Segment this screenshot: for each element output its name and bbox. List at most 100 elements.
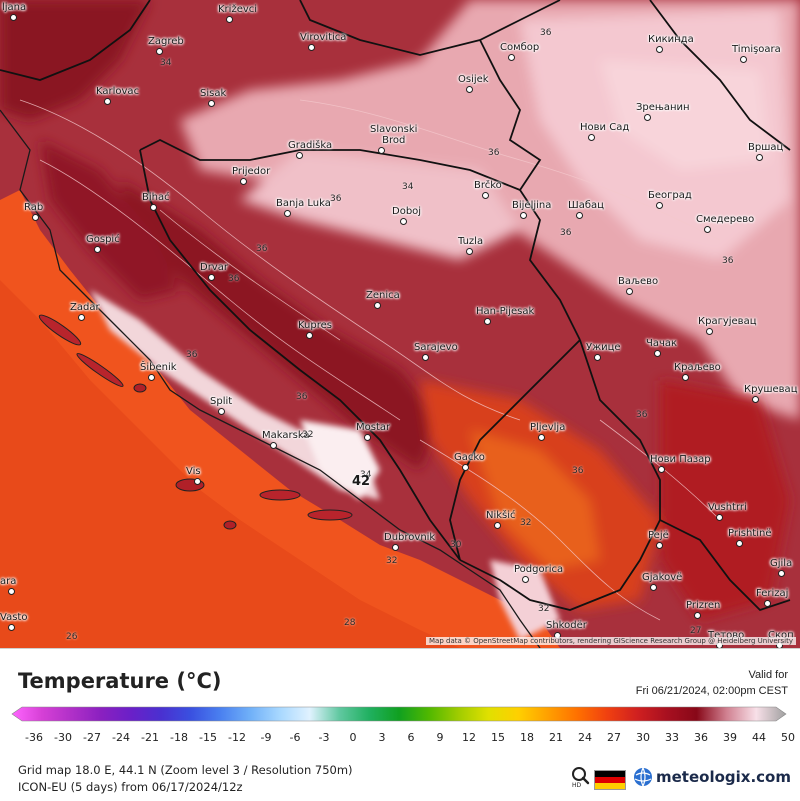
model-info: ICON-EU (5 days) from 06/17/2024/12z [18,780,243,794]
city-label-novi-sad[interactable]: Нови Сад [580,122,630,133]
city-label-kupres[interactable]: Kupres [298,320,332,331]
city-label-sabac[interactable]: Шабац [568,200,604,211]
city-label-zenica[interactable]: Zenica [366,290,400,301]
city-label-prishtine[interactable]: Prishtinë [728,528,772,539]
search-icon: HD [572,767,590,789]
city-marker [644,114,651,121]
city-label-ara[interactable]: ara [0,576,17,587]
city-label-beograd[interactable]: Београд [648,190,692,201]
city-label-niksic[interactable]: Nikšić [486,510,516,521]
city-marker [8,588,15,595]
city-label-sarajevo[interactable]: Sarajevo [414,342,458,353]
city-label-gospic[interactable]: Gospić [86,234,120,245]
scale-tick-label: 50 [781,731,795,744]
city-label-peje[interactable]: Pejë [648,530,669,541]
map-attribution[interactable]: Map data © OpenStreetMap contributors, r… [426,637,796,645]
city-label-vushtrri[interactable]: Vushtrri [708,502,747,513]
city-marker [10,14,17,21]
city-label-rab[interactable]: Rab [24,202,44,213]
city-label-krusevac[interactable]: Крушевац [744,384,798,395]
city-label-bijeljina[interactable]: Bijeljina [512,200,552,211]
city-label-zadar[interactable]: Zadar [70,302,100,313]
islands [38,314,353,530]
scale-tick-label: -15 [199,731,217,744]
city-label-sombor[interactable]: Сомбор [500,42,540,53]
city-label-zagreb[interactable]: Zagreb [148,36,184,47]
city-label-gradiska[interactable]: Gradiška [288,140,333,151]
city-marker [466,248,473,255]
flag-stripe-3 [595,783,625,789]
city-marker [682,374,689,381]
city-label-ferizaj[interactable]: Ferizaj [756,588,789,599]
city-label-vasto[interactable]: Vasto [0,612,28,623]
scale-tick-label: -18 [170,731,188,744]
scale-tick-label: -24 [112,731,130,744]
scale-tick-label: -21 [141,731,159,744]
city-label-karlovac[interactable]: Karlovac [96,86,140,97]
city-label-sibenik[interactable]: Šibenik [140,362,177,373]
isotherm-label: 27 [690,626,702,636]
hd-search-button[interactable]: HD [570,766,592,789]
city-marker [374,302,381,309]
city-label-uzice[interactable]: Ужице [586,342,621,353]
valid-time: Fri 06/21/2024, 02:00pm CEST [635,685,788,697]
city-marker [270,442,277,449]
city-marker [78,314,85,321]
city-label-makarska[interactable]: Makarska [262,430,310,441]
scale-tick-label: 0 [349,731,357,744]
city-label-kraljevo[interactable]: Краљево [674,362,721,373]
city-label-han-pijesak[interactable]: Han-Pijesak [476,306,535,317]
city-label-zrenjanin[interactable]: Зрењанин [636,102,690,113]
city-label-banja-luka[interactable]: Banja Luka [276,198,331,209]
city-label-gjilan[interactable]: Gjila [770,558,793,569]
city-label-smederevo[interactable]: Смедерево [696,214,755,225]
city-label-sisak[interactable]: Sisak [200,88,227,99]
city-label-mostar[interactable]: Mostar [356,422,391,433]
city-label-kikinda[interactable]: Кикинда [648,34,694,45]
city-label-virovitica[interactable]: Virovitica [300,32,347,43]
city-marker [284,210,291,217]
city-label-prizren[interactable]: Prizren [686,600,721,611]
isotherm-label: 30 [450,540,462,550]
city-marker [218,408,225,415]
temperature-map[interactable]: ljana Križevci Zagreb Virovitica Сомбор Кикин… [0,0,800,648]
city-label-shkoder[interactable]: Shkodër [546,620,587,631]
city-label-brcko[interactable]: Brčko [474,180,502,191]
city-label-gjakove[interactable]: Gjakovë [642,572,683,583]
city-marker [752,396,759,403]
coastline [0,109,541,648]
city-label-novi-pazar[interactable]: Нови Пазар [650,454,711,465]
city-label-tetovo[interactable]: Тетово [708,630,745,641]
city-label-slavonski-brod[interactable]: Slavonski Brod [370,124,418,146]
city-marker [484,318,491,325]
city-label-dubrovnik[interactable]: Dubrovnik [384,532,436,543]
city-label-prijedor[interactable]: Prijedor [232,166,271,177]
city-label-drvar[interactable]: Drvar [200,262,228,273]
city-label-gacko[interactable]: Gacko [454,452,485,463]
isotherm-label: 32 [538,604,550,614]
city-label-tuzla[interactable]: Tuzla [458,236,484,247]
city-label-kragujevac[interactable]: Крагујевац [698,316,757,327]
scale-tick-label: -36 [25,731,43,744]
scale-tick-label: -27 [83,731,101,744]
city-label-vis[interactable]: Vis [186,466,201,477]
city-label-krizevci[interactable]: Križevci [218,4,258,15]
city-label-bihac[interactable]: Bihać [142,192,170,203]
city-label-doboj[interactable]: Doboj [392,206,422,217]
city-label-ljubljana[interactable]: ljana [2,2,27,13]
city-marker [716,514,723,521]
city-label-osijek[interactable]: Osijek [458,74,489,85]
city-marker [656,542,663,549]
city-label-vrsac[interactable]: Вршац [748,142,784,153]
city-label-split[interactable]: Split [210,396,233,407]
city-label-valjevo[interactable]: Ваљево [618,276,659,287]
city-label-podgorica[interactable]: Podgorica [514,564,564,575]
city-marker [764,600,771,607]
city-label-cacak[interactable]: Чачак [646,338,678,349]
city-marker [226,16,233,23]
city-label-timisoara[interactable]: Timişoara [732,44,781,55]
pannonian-warm-zone [180,0,800,420]
german-flag-icon[interactable] [594,770,626,790]
city-label-pljevlja[interactable]: Pljevlja [530,422,566,433]
city-label-skopje[interactable]: Скоп [768,630,794,641]
